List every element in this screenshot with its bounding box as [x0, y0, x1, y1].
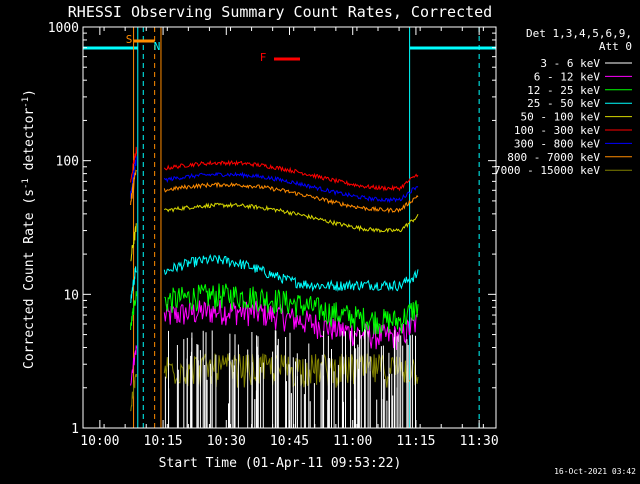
flag-markers: S N F	[126, 33, 267, 64]
x-tick-label: 10:30	[207, 434, 246, 449]
series-line-pre	[130, 266, 137, 304]
series-line-pre	[130, 373, 137, 412]
legend-entry-label: 7000 - 15000 keV	[494, 164, 600, 177]
y-tick-label: 1	[71, 422, 79, 437]
axis-ticks: 10:00 10:15 10:30 10:45 11:00 11:15 11:30 1 10 10…	[48, 21, 499, 449]
chart-title: RHESSI Observing Summary Count Rates, Co…	[68, 3, 492, 21]
series-line-pre	[130, 146, 137, 183]
x-tick-label: 11:00	[333, 434, 372, 449]
legend-header-line-2: Att 0	[599, 40, 632, 53]
footer-timestamp: 16-Oct-2021 03:42	[554, 467, 636, 476]
legend-header-line-1: Det 1,3,4,5,6,9,	[526, 27, 632, 40]
flag-f-label: F	[260, 51, 267, 64]
plot-data	[83, 27, 496, 428]
series-line-pre	[130, 291, 137, 331]
series-line	[163, 300, 419, 351]
y-tick-label: 10	[63, 288, 79, 303]
series-line-pre	[130, 345, 137, 386]
x-axis-label: Start Time (01-Apr-11 09:53:22)	[159, 456, 402, 471]
legend-entry-label: 300 - 800 keV	[514, 137, 600, 150]
series-line	[163, 181, 419, 214]
flag-n-label: N	[154, 40, 161, 53]
y-tick-label: 1000	[48, 21, 79, 36]
series-line	[163, 253, 419, 292]
series-line	[163, 159, 419, 192]
series-line	[163, 201, 419, 234]
legend-entry-label: 50 - 100 keV	[521, 111, 601, 124]
legend-entry-label: 25 - 50 keV	[527, 97, 600, 110]
legend-entry-label: 100 - 300 keV	[514, 124, 600, 137]
series-line-pre	[130, 155, 137, 199]
legend-entry-label: 6 - 12 keV	[534, 70, 601, 83]
series-line	[163, 171, 419, 204]
y-tick-label: 100	[56, 155, 79, 170]
legend-entry-label: 12 - 25 keV	[527, 84, 600, 97]
x-tick-label: 11:30	[460, 434, 499, 449]
legend-entry-label: 800 - 7000 keV	[507, 151, 600, 164]
series-line-pre	[130, 222, 137, 262]
series-line-pre	[130, 169, 137, 206]
x-tick-label: 10:00	[80, 434, 119, 449]
x-tick-label: 11:15	[396, 434, 435, 449]
x-tick-label: 10:15	[144, 434, 183, 449]
x-tick-label: 10:45	[270, 434, 309, 449]
legend-entry-label: 3 - 6 keV	[540, 57, 600, 70]
flag-s-label: S	[126, 33, 133, 46]
y-axis-label: Corrected Count Rate (s-1 detector-1)	[21, 89, 37, 369]
series-line	[163, 353, 419, 388]
series-line	[164, 283, 419, 335]
